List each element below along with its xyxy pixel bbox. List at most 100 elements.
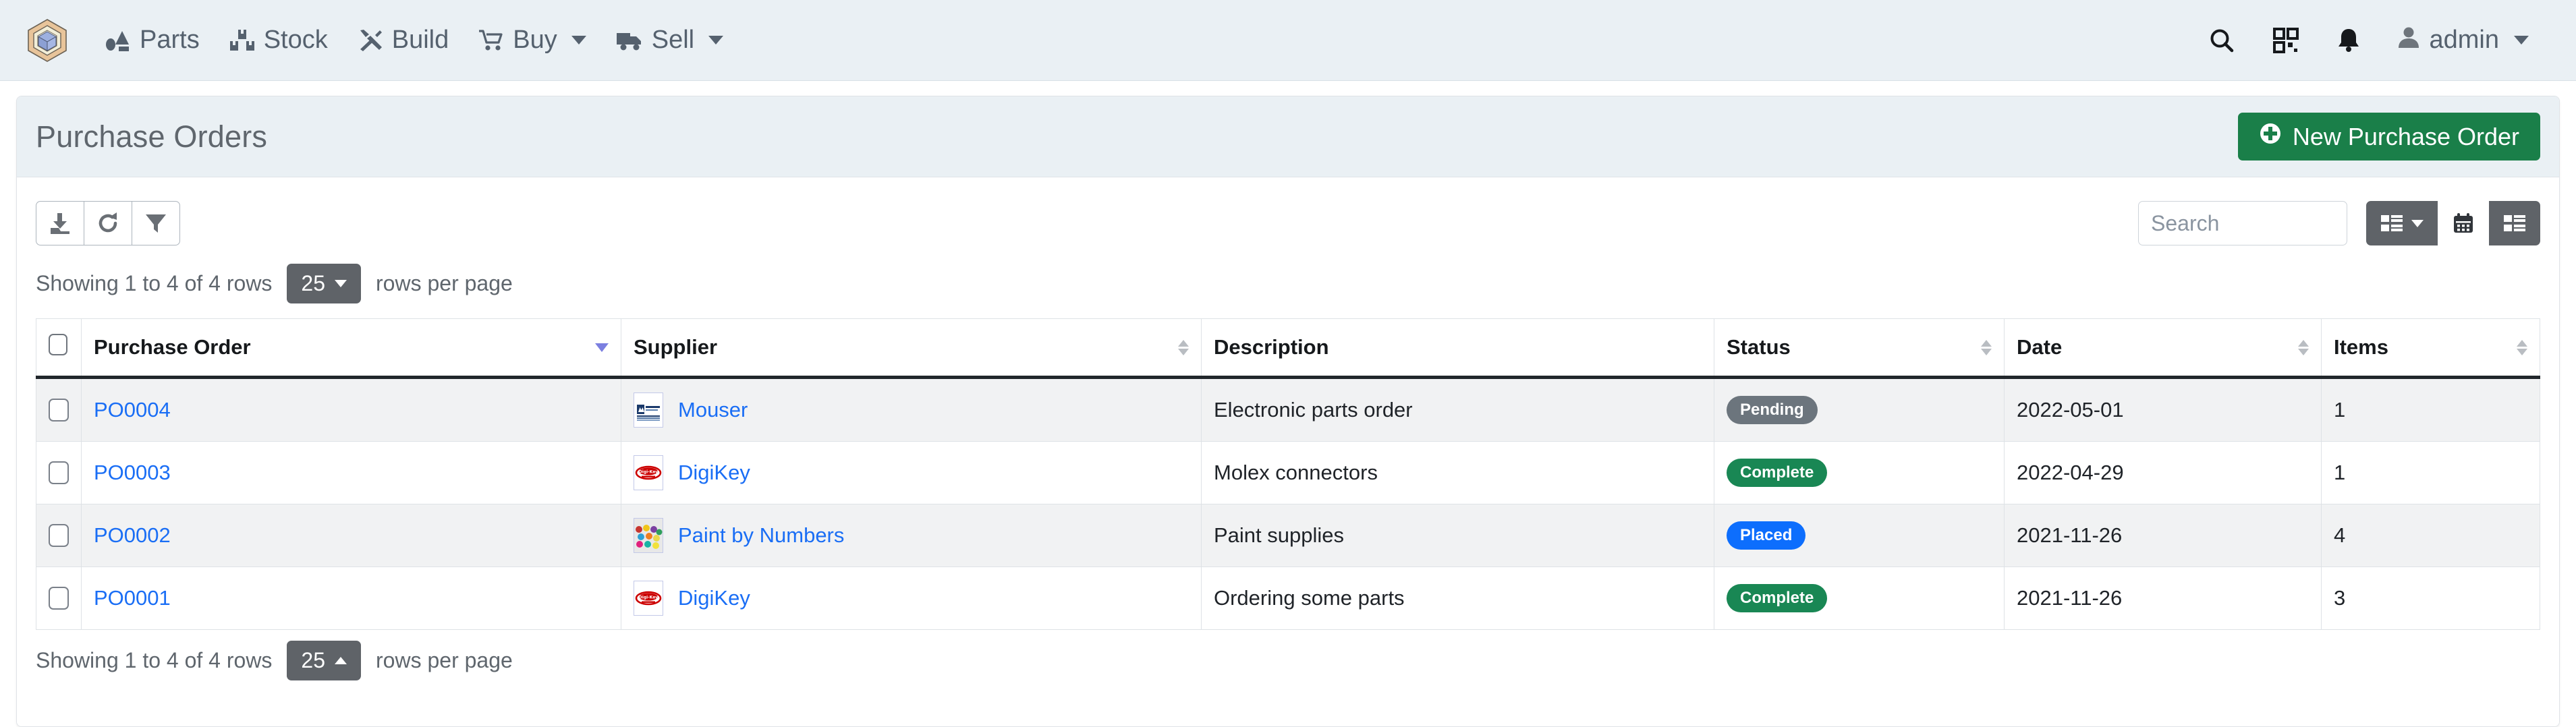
purchase-order-link[interactable]: PO0004 [94,398,171,421]
qr-code-icon[interactable] [2254,21,2318,60]
chevron-down-icon [2411,219,2424,227]
column-header-supplier[interactable]: Supplier [621,318,1202,379]
supplier-link[interactable]: Paint by Numbers [678,523,845,547]
table-view-icon[interactable] [2489,201,2540,245]
nav-item-buy[interactable]: Buy [464,19,600,61]
row-select-cell [36,441,82,504]
cell-supplier: Paint by Numbers [621,504,1202,567]
table-toolbar [36,194,2540,253]
column-header-date[interactable]: Date [2004,318,2322,379]
card-header: Purchase Orders New Purchase Order [17,96,2559,177]
column-header-purchase-order[interactable]: Purchase Order [81,318,621,379]
column-header-items[interactable]: Items [2321,318,2540,379]
row-checkbox[interactable] [49,524,69,547]
table-row[interactable]: PO0003 Digi-Key [36,441,2540,504]
purchase-order-link[interactable]: PO0001 [94,586,171,610]
cell-status: Pending [1714,377,2005,442]
pagination-detail-bottom: Showing 1 to 4 of 4 rows 25 rows per pag… [36,630,2540,695]
nav-item-build[interactable]: Build [343,19,464,61]
navbar-left-group: Parts Stock Bu [24,18,738,63]
cell-purchase-order: PO0002 [81,504,621,567]
toolbar-right-group [2138,201,2540,245]
cell-description: Paint supplies [1201,504,1714,567]
table-body: PO0004 [36,377,2540,630]
table-row[interactable]: PO0002 [36,504,2540,567]
toolbar-left-button-group [36,201,180,245]
chevron-down-icon [708,36,724,45]
columns-icon[interactable] [2366,201,2438,245]
user-icon [2397,26,2420,55]
sort-both-icon [2298,339,2309,355]
row-select-cell [36,504,82,567]
search-icon[interactable] [2189,20,2254,61]
column-label-items: Items [2334,335,2388,359]
main-navbar: Parts Stock Bu [0,0,2576,81]
notification-bell-icon[interactable] [2318,20,2380,61]
status-badge: Pending [1727,396,1818,424]
nav-item-parts[interactable]: Parts [90,19,215,61]
column-label-status: Status [1727,335,1791,359]
nav-item-sell-label: Sell [651,26,695,54]
nav-item-stock[interactable]: Stock [215,19,343,61]
column-header-status[interactable]: Status [1714,318,2005,379]
table-header-row: Purchase Order Supplier [36,318,2540,379]
search-input[interactable] [2138,201,2347,245]
supplier-link[interactable]: DigiKey [678,461,750,484]
nav-item-parts-label: Parts [140,26,200,54]
paint-palette-logo [634,518,663,553]
status-badge: Placed [1727,521,1806,550]
inventree-logo[interactable] [24,18,70,63]
sort-descending-icon [595,343,609,352]
view-button-group [2366,201,2540,245]
new-purchase-order-button[interactable]: New Purchase Order [2237,113,2540,161]
cell-status: Complete [1714,566,2005,630]
purchase-order-link[interactable]: PO0002 [94,523,171,547]
table-head: Purchase Order Supplier [36,318,2540,379]
column-label-purchase-order: Purchase Order [94,335,251,359]
row-checkbox[interactable] [49,399,69,421]
nav-item-sell[interactable]: Sell [601,19,738,61]
page-content: Purchase Orders New Purchase Order [0,81,2576,727]
row-checkbox[interactable] [49,587,69,610]
nav-item-stock-label: Stock [263,26,328,54]
nav-item-build-label: Build [391,26,449,54]
row-select-cell [36,377,82,442]
user-menu-admin[interactable]: admin [2380,19,2542,62]
showing-rows-text-top: Showing 1 to 4 of 4 rows [36,271,273,295]
filter-icon[interactable] [132,201,180,245]
boxes-icon [229,29,255,52]
page-size-dropdown-bottom[interactable]: 25 [287,641,362,680]
status-badge: Complete [1727,584,1828,612]
cell-status: Complete [1714,441,2005,504]
rows-per-page-label-top: rows per page [376,271,513,295]
shapes-icon [105,29,131,52]
plus-circle-icon [2259,122,2282,151]
column-header-description[interactable]: Description [1201,318,1714,379]
purchase-order-link[interactable]: PO0003 [94,461,171,484]
supplier-link[interactable]: Mouser [678,398,748,421]
column-label-supplier: Supplier [634,335,718,359]
table-row[interactable]: PO0001 Digi-Key [36,566,2540,630]
cell-description: Molex connectors [1201,441,1714,504]
mouser-logo [634,392,663,428]
digikey-logo: Digi-Key [634,581,663,616]
row-checkbox[interactable] [49,461,69,484]
chevron-down-icon [335,280,347,287]
cell-supplier: Digi-Key DigiKey [621,441,1202,504]
svg-text:Digi-Key: Digi-Key [639,470,658,475]
purchase-orders-table: Purchase Order Supplier [36,318,2540,630]
cell-items: 3 [2321,566,2540,630]
select-all-checkbox[interactable] [49,334,67,355]
download-icon[interactable] [36,201,84,245]
page-size-value-top: 25 [301,271,326,295]
refresh-icon[interactable] [84,201,132,245]
page-size-dropdown-top[interactable]: 25 [287,264,362,303]
calendar-icon[interactable] [2438,201,2489,245]
showing-rows-text-bottom: Showing 1 to 4 of 4 rows [36,648,273,672]
table-row[interactable]: PO0004 [36,377,2540,442]
user-menu-label: admin [2429,26,2500,54]
cell-purchase-order: PO0003 [81,441,621,504]
cell-purchase-order: PO0001 [81,566,621,630]
supplier-link[interactable]: DigiKey [678,586,750,610]
pagination-detail-top: Showing 1 to 4 of 4 rows 25 rows per pag… [36,253,2540,318]
